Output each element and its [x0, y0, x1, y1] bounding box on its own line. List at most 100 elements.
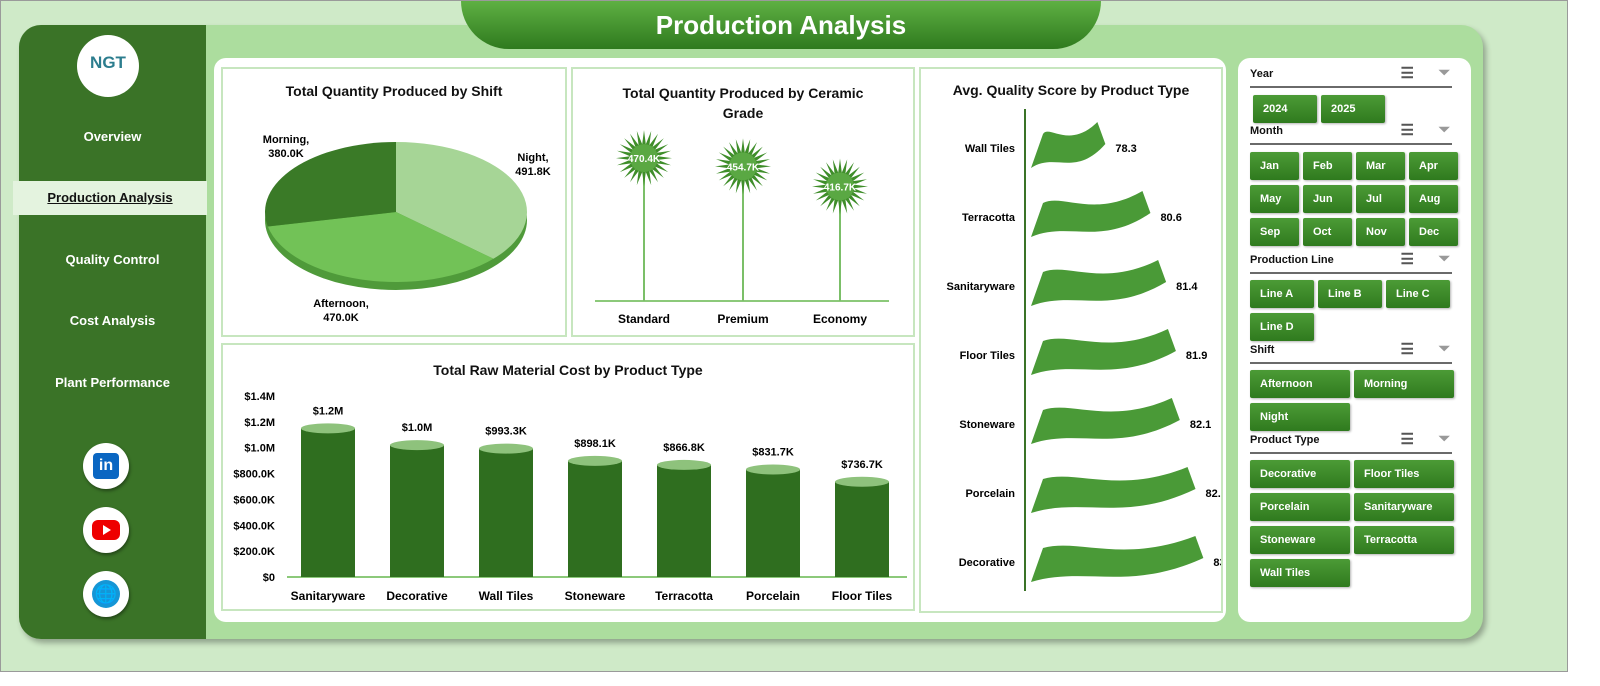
lollipop-chart: 470.4K Standard 454.7K Premium 416.7K Economy — [595, 130, 889, 326]
y-tick-label: $0 — [263, 572, 275, 584]
linkedin-icon[interactable]: in — [83, 443, 129, 489]
bar-top — [657, 459, 711, 470]
pie-label: Afternoon, — [313, 298, 369, 310]
slicer-button[interactable]: Oct — [1303, 218, 1352, 246]
nav-overview[interactable]: Overview — [83, 129, 142, 144]
y-tick-label: $800.0K — [233, 469, 275, 481]
slicer-header-shift: Shift ☰ ⏷ — [1250, 340, 1452, 364]
pie-value-label: 380.0K — [268, 148, 304, 160]
slicer-button[interactable]: Line D — [1250, 313, 1314, 341]
chart-title: Total Quantity Produced by Shift — [285, 83, 503, 99]
data-label: 78.3 — [1115, 143, 1136, 155]
slicer-button[interactable]: Dec — [1409, 218, 1458, 246]
nav-cost-analysis[interactable]: Cost Analysis — [69, 313, 156, 328]
y-tick-label: $200.0K — [233, 546, 275, 558]
y-tick-label: $1.2M — [244, 417, 275, 429]
chart-title: Avg. Quality Score by Product Type — [952, 82, 1190, 98]
slicer-button[interactable]: Mar — [1356, 152, 1405, 180]
slicer-button[interactable]: Line A — [1250, 280, 1314, 308]
slicer-button[interactable]: Sep — [1250, 218, 1299, 246]
x-tick-label: Stoneware — [565, 589, 626, 603]
pie-value-label: 470.0K — [323, 312, 359, 324]
data-label: 80.6 — [1160, 212, 1181, 224]
quality-bar — [1031, 398, 1180, 444]
cost-chart-card: Total Raw Material Cost by Product Type … — [221, 343, 915, 611]
slicer-button[interactable]: Apr — [1409, 152, 1458, 180]
slicer-button[interactable]: Aug — [1409, 185, 1458, 213]
slicer-button[interactable]: Jul — [1356, 185, 1405, 213]
quality-bar — [1031, 329, 1176, 375]
y-tick-label: Terracotta — [962, 212, 1016, 224]
data-label: 83.3 — [1213, 557, 1221, 569]
bar-top — [390, 440, 444, 451]
slicer-button[interactable]: Night — [1250, 403, 1350, 431]
data-label: 81.4 — [1176, 281, 1198, 293]
slicer-button[interactable]: Decorative — [1250, 460, 1350, 488]
y-tick-label: $1.4M — [244, 391, 275, 403]
slicer-button[interactable]: 2025 — [1321, 95, 1385, 123]
bar — [657, 464, 711, 577]
clear-filter-icon[interactable]: ⏷ — [1438, 340, 1450, 356]
slicer-button[interactable]: Porcelain — [1250, 493, 1350, 521]
bar-top — [301, 423, 355, 434]
clear-filter-icon[interactable]: ⏷ — [1438, 64, 1450, 80]
lollipop-head — [630, 144, 658, 173]
bar-top — [835, 476, 889, 487]
multi-select-icon[interactable]: ☰ — [1400, 431, 1414, 448]
bar-top — [479, 443, 533, 454]
globe-icon[interactable]: 🌐 — [83, 571, 129, 617]
pie-chart: Night, 491.8K Afternoon, 470.0K Morning, 380.… — [263, 134, 551, 324]
youtube-icon[interactable] — [83, 507, 129, 553]
x-tick-label: Economy — [813, 312, 867, 326]
data-label: 470.4K — [628, 154, 661, 165]
data-label: $993.3K — [485, 426, 527, 438]
slicer-button[interactable]: Jan — [1250, 152, 1299, 180]
slicer-button[interactable]: Line C — [1386, 280, 1450, 308]
slicer-button[interactable]: Afternoon — [1250, 370, 1350, 398]
slicer-button[interactable]: 2024 — [1253, 95, 1317, 123]
y-tick-label: Decorative — [959, 557, 1015, 569]
pie-slice-night — [396, 142, 527, 259]
slicer-title: Production Line — [1250, 254, 1334, 266]
data-label: $831.7K — [752, 446, 794, 458]
lollipop-head — [729, 152, 757, 181]
multi-select-icon[interactable]: ☰ — [1400, 251, 1414, 268]
page-title: Production Analysis — [461, 1, 1101, 49]
chart-title: Total Quantity Produced by Ceramic Grade — [622, 85, 864, 121]
pie-label: Morning, — [263, 134, 309, 146]
multi-select-icon[interactable]: ☰ — [1400, 122, 1414, 139]
slicer-button[interactable]: Terracotta — [1354, 526, 1454, 554]
slicer-title: Year — [1250, 68, 1274, 80]
data-label: $1.2M — [313, 405, 344, 417]
sidebar: NGT Overview Production Analysis Quality… — [13, 25, 207, 639]
nav-production-analysis[interactable]: Production Analysis — [13, 181, 207, 215]
dashboard-frame: Production Analysis NGT Overview Product… — [0, 0, 1568, 672]
slicer-button[interactable]: Morning — [1354, 370, 1454, 398]
multi-select-icon[interactable]: ☰ — [1400, 65, 1414, 82]
clear-filter-icon[interactable]: ⏷ — [1438, 121, 1450, 137]
slicer-button[interactable]: May — [1250, 185, 1299, 213]
y-tick-label: Stoneware — [959, 419, 1015, 431]
slicer-button[interactable]: Nov — [1356, 218, 1405, 246]
data-label: $866.8K — [663, 442, 705, 454]
data-label: $1.0M — [402, 422, 433, 434]
slicer-header-year: Year ☰ ⏷ — [1250, 64, 1452, 88]
slicer-button[interactable]: Wall Tiles — [1250, 559, 1350, 587]
slicer-header-production-line: Production Line ☰ ⏷ — [1250, 250, 1452, 274]
clear-filter-icon[interactable]: ⏷ — [1438, 250, 1450, 266]
slicer-title: Shift — [1250, 344, 1275, 356]
slicer-button[interactable]: Stoneware — [1250, 526, 1350, 554]
multi-select-icon[interactable]: ☰ — [1400, 341, 1414, 358]
slicer-button[interactable]: Sanitaryware — [1354, 493, 1454, 521]
nav-quality-control[interactable]: Quality Control — [65, 252, 160, 267]
y-tick-label: Wall Tiles — [965, 143, 1015, 155]
slicer-button[interactable]: Jun — [1303, 185, 1352, 213]
slicer-panel: Year ☰ ⏷ 2024 2025 Month ☰ ⏷ Jan Feb Mar Apr May Jun J… — [1238, 58, 1471, 622]
clear-filter-icon[interactable]: ⏷ — [1438, 430, 1450, 446]
slicer-button[interactable]: Feb — [1303, 152, 1352, 180]
bar — [301, 428, 355, 577]
slicer-button[interactable]: Line B — [1318, 280, 1382, 308]
slicer-button[interactable]: Floor Tiles — [1354, 460, 1454, 488]
bar-chart: $0 $200.0K $400.0K $600.0K $800.0K $1.0M $1.2M… — [233, 391, 907, 603]
nav-plant-performance[interactable]: Plant Performance — [55, 375, 170, 390]
